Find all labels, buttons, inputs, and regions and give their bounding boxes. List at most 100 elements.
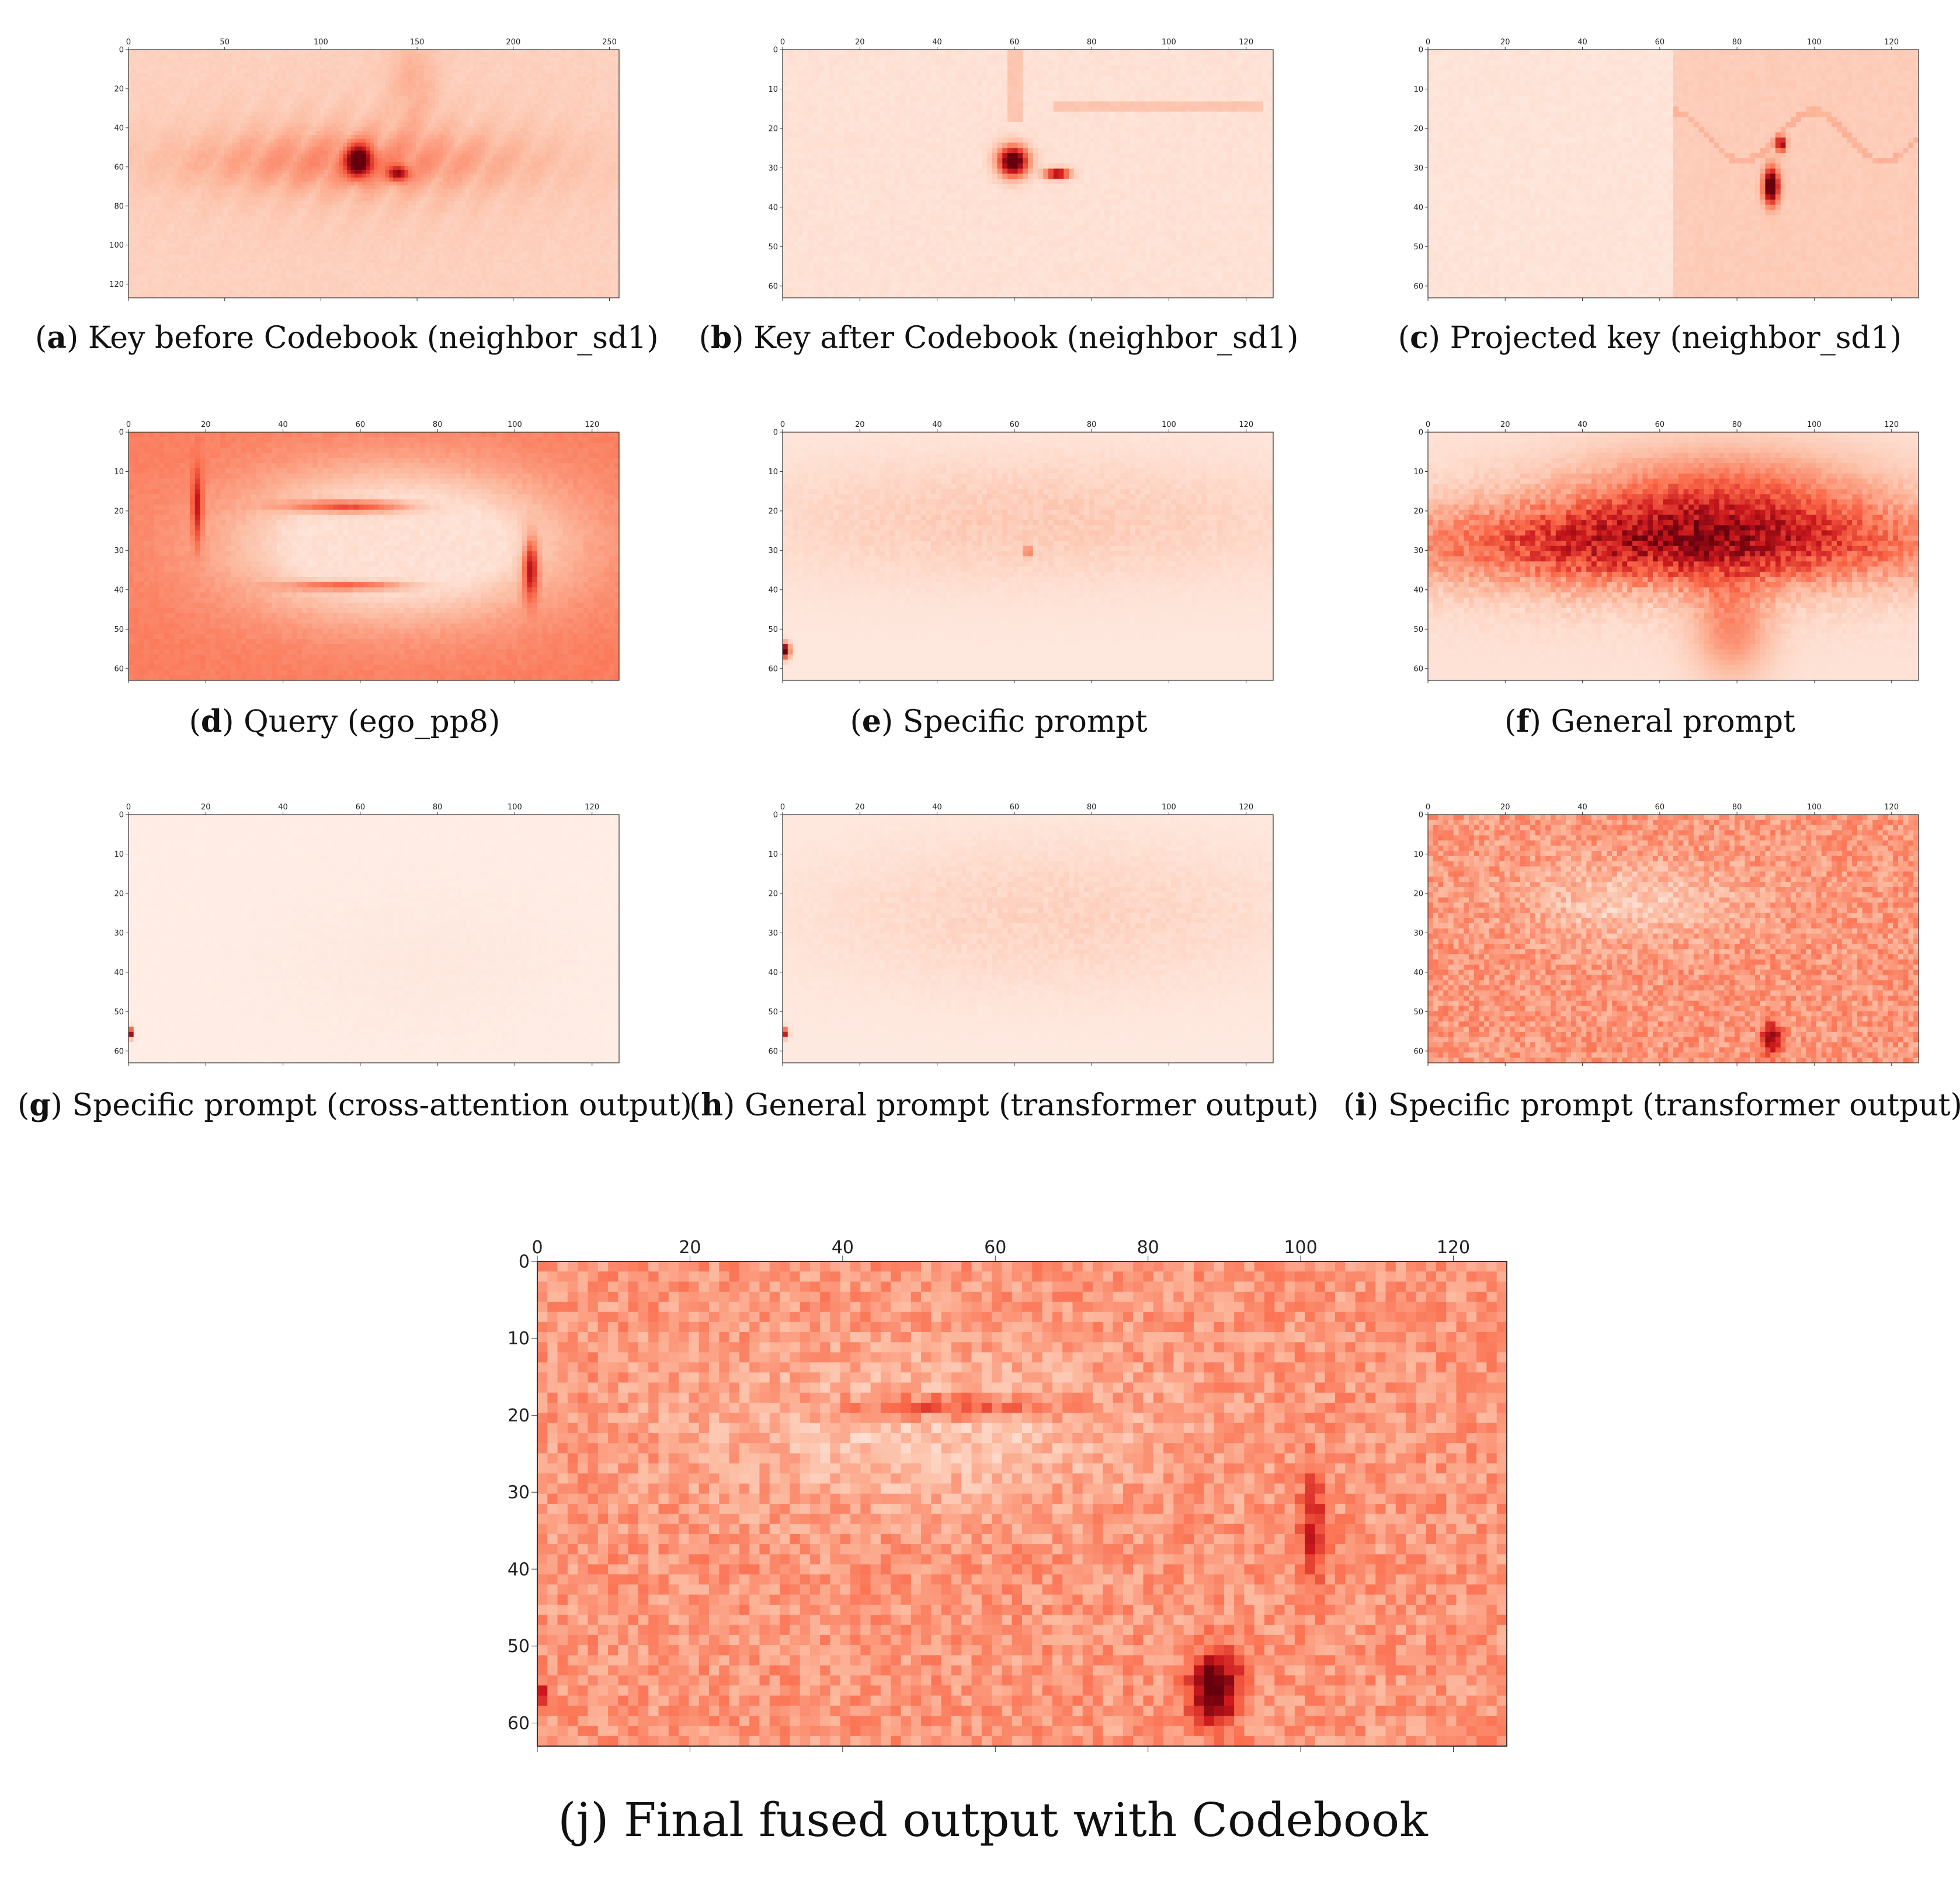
heatmap-h-frame xyxy=(782,814,1274,1063)
y-tick-label: 50 xyxy=(1413,625,1423,634)
y-tick-label: 0 xyxy=(773,429,778,437)
caption-e: (e) Specific prompt xyxy=(689,704,1308,739)
heatmap-panel-b: 0 20 40 60 80 100 120 0 10 20 30 40 50 60 xyxy=(765,35,1291,304)
y-tick-label: 0 xyxy=(1419,811,1423,820)
caption-f-label: General prompt xyxy=(1551,704,1795,739)
heatmap-panel-h: 0 20 40 60 80 100 120 0 10 20 30 40 50 60 xyxy=(765,800,1291,1069)
x-tick-label: 40 xyxy=(278,803,288,812)
heatmap-d-cells xyxy=(128,432,620,681)
y-tick-label: 60 xyxy=(1413,665,1423,673)
heatmap-a-cells xyxy=(128,50,620,298)
y-tick-label: 20 xyxy=(1413,124,1423,133)
y-tick-label: 30 xyxy=(768,164,778,173)
x-tick-label: 120 xyxy=(585,420,599,429)
x-tick-label: 20 xyxy=(1500,38,1510,47)
x-tick-label: 20 xyxy=(679,1237,701,1258)
y-tick-label: 60 xyxy=(768,665,778,673)
x-tick-label: 60 xyxy=(984,1237,1006,1258)
y-tick-label: 10 xyxy=(508,1329,530,1349)
heatmap-e-frame xyxy=(782,432,1274,681)
x-tick-label: 20 xyxy=(855,38,865,47)
caption-j: (j) Final fused output with Codebook xyxy=(514,1793,1472,1847)
x-tick-label: 0 xyxy=(1426,38,1430,47)
y-tick-label: 30 xyxy=(1413,929,1423,938)
y-tick-label: 20 xyxy=(1413,507,1423,516)
x-tick-label: 60 xyxy=(1655,803,1665,812)
y-tick-label: 50 xyxy=(768,625,778,634)
x-tick-label: 120 xyxy=(1437,1237,1470,1258)
caption-b-letter: b xyxy=(711,320,732,356)
caption-f: (f) General prompt xyxy=(1346,704,1954,739)
x-tick-label: 80 xyxy=(1732,803,1742,812)
x-tick-label: 40 xyxy=(1577,38,1587,47)
y-tick-label: 0 xyxy=(773,46,778,55)
y-tick-label: 60 xyxy=(1413,282,1423,291)
heatmap-c-svg: 0 20 40 60 80 100 120 0 10 20 30 40 50 60 xyxy=(1413,38,1919,301)
heatmap-i-cells xyxy=(1428,815,1919,1063)
y-tick-label: 30 xyxy=(768,547,778,555)
caption-e-label: Specific prompt xyxy=(903,704,1148,739)
caption-h: (h) General prompt (transformer output) xyxy=(689,1087,1319,1123)
x-tick-label: 0 xyxy=(780,38,785,47)
y-tick-label: 40 xyxy=(114,124,124,133)
x-tick-label: 20 xyxy=(1500,420,1510,429)
y-tick-label: 40 xyxy=(1413,968,1423,977)
heatmap-c-frame xyxy=(1427,49,1919,298)
y-tick-label: 10 xyxy=(1413,850,1423,859)
x-tick-label: 20 xyxy=(201,803,211,812)
x-tick-label: 120 xyxy=(1884,420,1899,429)
x-tick-label: 40 xyxy=(1577,420,1587,429)
y-tick-label: 50 xyxy=(114,1008,124,1017)
y-tick-label: 10 xyxy=(1413,468,1423,477)
y-tick-label: 60 xyxy=(768,282,778,291)
heatmap-e-cells xyxy=(783,432,1274,681)
heatmap-panel-f: 0 20 40 60 80 100 120 0 10 20 30 40 50 60 xyxy=(1410,418,1936,686)
y-tick-label: 30 xyxy=(1413,164,1423,173)
x-tick-label: 80 xyxy=(1087,38,1097,47)
heatmap-a-frame xyxy=(128,49,620,298)
caption-e-letter: e xyxy=(862,704,881,739)
caption-g: (g) Specific prompt (cross-attention out… xyxy=(18,1087,692,1123)
y-tick-label: 100 xyxy=(109,241,124,250)
y-tick-label: 20 xyxy=(768,507,778,516)
y-tick-label: 20 xyxy=(114,889,124,898)
y-tick-label: 20 xyxy=(768,124,778,133)
x-tick-label: 100 xyxy=(1162,38,1176,47)
y-tick-label: 50 xyxy=(768,1008,778,1017)
y-tick-label: 0 xyxy=(119,429,124,437)
x-tick-label: 40 xyxy=(932,803,942,812)
caption-j-label: (j) Final fused output with Codebook xyxy=(558,1793,1427,1847)
x-tick-label: 60 xyxy=(1010,803,1020,812)
y-tick-label: 30 xyxy=(114,547,124,555)
x-tick-label: 60 xyxy=(1010,420,1020,429)
caption-c: (c) Projected key (neighbor_sd1) xyxy=(1346,320,1954,356)
heatmap-panel-c: 0 20 40 60 80 100 120 0 10 20 30 40 50 60 xyxy=(1410,35,1936,304)
heatmap-c-cells xyxy=(1428,50,1919,298)
caption-i: (i) Specific prompt (transformer output) xyxy=(1343,1087,1960,1123)
heatmap-panel-g: 0 20 40 60 80 100 120 0 10 20 30 40 50 60 xyxy=(111,800,637,1069)
x-tick-label: 100 xyxy=(1162,420,1176,429)
y-tick-label: 60 xyxy=(114,163,124,172)
heatmap-g-cells xyxy=(128,815,620,1063)
caption-h-letter: h xyxy=(701,1087,723,1123)
caption-b: (b) Key after Codebook (neighbor_sd1) xyxy=(689,320,1308,356)
caption-d: (d) Query (ego_pp8) xyxy=(35,704,654,739)
y-tick-label: 10 xyxy=(768,85,778,94)
heatmap-d-frame xyxy=(128,432,620,681)
x-tick-label: 120 xyxy=(1239,420,1253,429)
caption-i-letter: i xyxy=(1355,1087,1367,1123)
y-tick-label: 60 xyxy=(114,665,124,673)
heatmap-panel-a: 0 50 100 150 200 250 0 20 40 60 80 100 120 xyxy=(109,35,637,304)
caption-b-label: Key after Codebook (neighbor_sd1) xyxy=(753,321,1298,356)
y-tick-label: 0 xyxy=(119,811,124,820)
y-tick-label: 60 xyxy=(114,1047,124,1056)
x-tick-label: 80 xyxy=(1087,803,1097,812)
x-tick-label: 0 xyxy=(126,420,131,429)
y-tick-label: 50 xyxy=(768,243,778,252)
x-tick-label: 20 xyxy=(1500,803,1510,812)
y-tick-label: 80 xyxy=(114,202,124,211)
heatmap-b-cells xyxy=(783,50,1274,298)
x-tick-label: 80 xyxy=(433,420,443,429)
heatmap-b-svg: 0 20 40 60 80 100 120 0 10 20 30 40 50 60 xyxy=(768,38,1274,301)
x-tick-label: 120 xyxy=(1884,803,1899,812)
